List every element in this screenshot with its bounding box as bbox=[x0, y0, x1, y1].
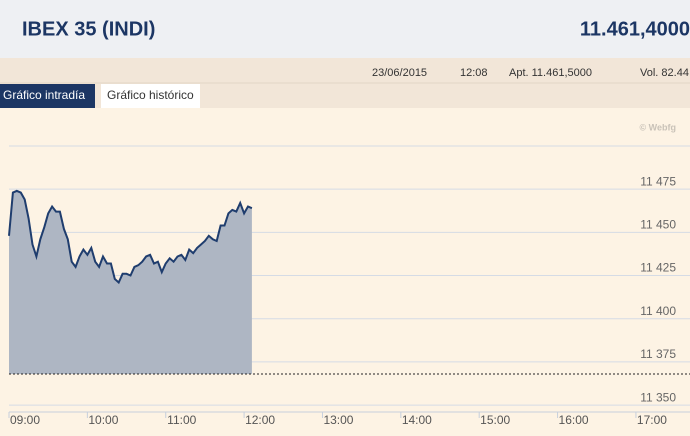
info-date: 23/06/2015 bbox=[372, 67, 427, 79]
x-tick-label: 17:00 bbox=[637, 413, 667, 427]
x-tick-label: 11:00 bbox=[167, 413, 196, 427]
tab[interactable] bbox=[101, 84, 200, 108]
header-bar bbox=[0, 0, 690, 58]
tab-active[interactable] bbox=[0, 84, 95, 108]
y-tick-label: 11 475 bbox=[640, 174, 676, 188]
info-vol: Vol. 82.44 bbox=[640, 67, 689, 79]
chart-area bbox=[0, 108, 690, 436]
x-tick-label: 10:00 bbox=[88, 413, 118, 427]
y-tick-label: 11 450 bbox=[640, 218, 676, 232]
line bbox=[8, 189, 253, 285]
title: IBEX 35 (INDI) bbox=[22, 18, 155, 40]
credit: © Webfg bbox=[640, 122, 676, 132]
x-tick-label: 13:00 bbox=[323, 413, 353, 427]
y-tick-label: 11 425 bbox=[640, 261, 676, 275]
area bbox=[9, 190, 252, 374]
price: 11.461,4000 bbox=[580, 18, 690, 40]
info-time: 12:08 bbox=[460, 67, 488, 79]
tab-label[interactable]: Gráfico intradía bbox=[3, 88, 85, 102]
y-tick-label: 11 400 bbox=[640, 304, 676, 318]
y-tick-label: 11 350 bbox=[640, 390, 676, 404]
x-tick-label: 14:00 bbox=[402, 413, 432, 427]
x-tick-label: 09:00 bbox=[10, 413, 40, 427]
info-apt: Apt. 11.461,5000 bbox=[509, 67, 592, 79]
x-tick-label: 16:00 bbox=[559, 413, 589, 427]
x-tick-label: 12:00 bbox=[245, 413, 275, 427]
x-tick-label: 15:00 bbox=[480, 413, 510, 427]
tab-label[interactable]: Gráfico histórico bbox=[107, 88, 194, 102]
y-tick-label: 11 375 bbox=[640, 347, 676, 361]
